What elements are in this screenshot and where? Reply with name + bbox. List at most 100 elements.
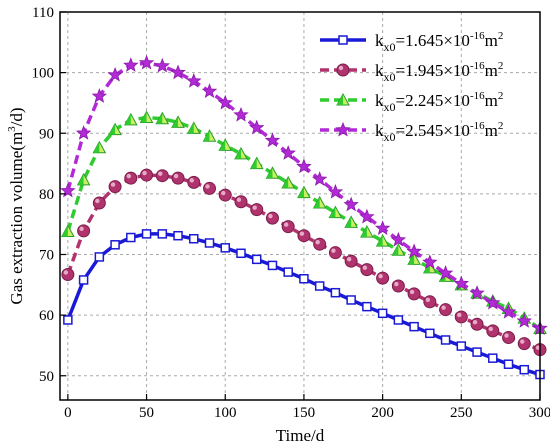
- data-point-star: [138, 54, 155, 70]
- data-point-square: [141, 229, 152, 239]
- data-point-star: [422, 254, 438, 269]
- legend-label-part: m: [485, 31, 498, 50]
- data-point-square: [330, 287, 341, 298]
- data-point-highlight: [205, 184, 210, 189]
- data-point-triangle-shade: [313, 196, 320, 208]
- data-point-highlight: [110, 182, 116, 187]
- data-point-square: [362, 301, 372, 312]
- data-point-circle: [77, 224, 91, 238]
- data-point-star: [437, 265, 454, 280]
- series-1: [63, 229, 545, 380]
- data-point-star: [500, 303, 517, 319]
- data-point-star: [335, 121, 351, 137]
- data-point-star: [406, 243, 422, 259]
- data-point-star: [343, 196, 359, 212]
- data-point-circle: [124, 171, 138, 185]
- data-point-star: [485, 294, 501, 310]
- x-tick-label: 100: [214, 405, 237, 421]
- data-point-highlight: [142, 170, 147, 176]
- data-point-star: [91, 88, 108, 103]
- data-point-star: [233, 106, 249, 122]
- data-point-circle: [218, 188, 232, 202]
- data-point-square: [204, 238, 215, 248]
- data-point-square: [314, 281, 325, 291]
- y-axis-title-sup: 3: [6, 126, 18, 132]
- data-point-square: [63, 315, 73, 325]
- data-point-circle: [439, 303, 453, 317]
- data-point-star: [75, 125, 92, 140]
- data-point-star: [311, 171, 328, 186]
- x-tick-label: 50: [139, 405, 154, 421]
- data-point-circle: [265, 211, 279, 225]
- legend-label: kx0=1.645×10-16m2: [375, 30, 503, 54]
- data-point-triangle-shade: [93, 141, 100, 153]
- y-axis-title: Gas extraction volume(m3/d): [6, 107, 26, 304]
- y-axis-title-end: /d): [7, 107, 26, 126]
- series-layer: [60, 54, 548, 380]
- x-tick-label: 0: [64, 405, 72, 421]
- data-point-square: [173, 230, 183, 241]
- data-point-circle: [313, 237, 327, 251]
- data-point-star: [264, 132, 281, 148]
- data-point-triangle-shade: [337, 94, 343, 105]
- data-point-circle: [234, 195, 248, 209]
- legend-label: kx0=1.945×10-16m2: [375, 60, 503, 84]
- y-tick-label: 60: [39, 308, 54, 324]
- data-point-triangle-shade: [140, 111, 147, 123]
- data-point-triangle-shade: [345, 216, 352, 228]
- data-point-triangle-shade: [234, 147, 241, 159]
- data-point-circle: [108, 180, 122, 194]
- y-tick-label: 110: [32, 5, 54, 21]
- data-point-highlight: [331, 248, 336, 253]
- data-point-triangle-shade: [77, 173, 84, 185]
- legend-label-part: 2: [498, 30, 504, 42]
- data-point-triangle-shade: [360, 226, 367, 238]
- data-point-square: [456, 341, 467, 351]
- data-point-circle: [297, 229, 311, 243]
- data-point-circle: [486, 324, 500, 338]
- legend-label-part: k: [375, 121, 384, 140]
- data-point-triangle-shade: [250, 157, 257, 169]
- data-point-highlight: [126, 173, 132, 179]
- data-point-square: [519, 364, 530, 375]
- data-point-star: [516, 313, 532, 328]
- data-point-square: [94, 252, 105, 262]
- data-point-star: [154, 57, 171, 73]
- legend-label-part: k: [375, 61, 384, 80]
- legend-label-part: =1.945×10: [396, 61, 470, 80]
- data-point-triangle-shade: [408, 253, 415, 265]
- data-point-star: [186, 72, 202, 88]
- data-point-triangle-shade: [266, 167, 273, 179]
- data-point-highlight: [535, 345, 541, 350]
- data-point-highlight: [362, 265, 368, 270]
- data-point-square: [283, 267, 293, 277]
- data-point-star: [280, 145, 296, 160]
- data-point-star: [374, 220, 391, 235]
- data-point-highlight: [79, 226, 84, 232]
- legend-label-part: =1.645×10: [396, 31, 470, 50]
- data-point-circle: [376, 271, 390, 285]
- data-point-square: [236, 248, 246, 259]
- data-point-triangle-shade: [172, 116, 179, 128]
- legend-label: kx0=2.245×10-16m2: [375, 90, 503, 114]
- data-point-square: [251, 254, 262, 265]
- x-tick-label: 250: [450, 405, 473, 421]
- data-point-highlight: [221, 190, 226, 196]
- data-point-highlight: [173, 173, 179, 179]
- x-tick-label: 150: [293, 405, 316, 421]
- data-point-square: [157, 229, 168, 239]
- data-point-star: [390, 231, 407, 247]
- data-point-highlight: [504, 333, 509, 338]
- data-point-highlight: [236, 197, 242, 202]
- data-point-star: [201, 83, 218, 98]
- data-point-square: [126, 232, 136, 243]
- data-point-star: [327, 183, 344, 199]
- data-point-star: [217, 94, 233, 110]
- data-point-star: [107, 66, 123, 82]
- legend: kx0=1.645×10-16m2 kx0=1.945×10-16m2 kx0=2.…: [320, 30, 503, 144]
- y-tick-label: 80: [39, 187, 54, 203]
- data-point-star: [170, 64, 186, 80]
- data-point-square: [346, 295, 356, 305]
- data-point-triangle-shade: [376, 235, 383, 247]
